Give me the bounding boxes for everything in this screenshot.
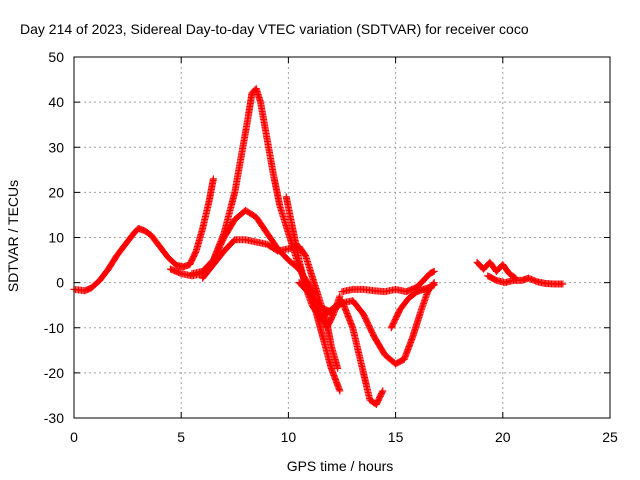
y-tick-label: -30 xyxy=(44,410,64,426)
data-point-marker xyxy=(336,292,344,300)
data-point-marker xyxy=(336,387,344,395)
series-track-10 xyxy=(484,272,567,288)
y-tick-label: -10 xyxy=(44,320,64,336)
y-tick-label: 40 xyxy=(48,94,64,110)
series-track-9 xyxy=(473,258,520,282)
chart-title: Day 214 of 2023, Sidereal Day-to-day VTE… xyxy=(20,21,529,37)
series-track-1 xyxy=(70,175,217,295)
x-tick-label: 15 xyxy=(388,429,404,445)
y-tick-label: -20 xyxy=(44,365,64,381)
data-point-marker xyxy=(209,175,217,183)
x-tick-label: 10 xyxy=(281,429,297,445)
data-point-marker xyxy=(430,281,438,289)
series-track-4 xyxy=(199,236,342,372)
x-axis-label: GPS time / hours xyxy=(287,458,394,474)
x-tick-label: 20 xyxy=(495,429,511,445)
data-point-marker xyxy=(430,267,438,275)
x-tick-label: 25 xyxy=(602,429,618,445)
data-point-marker xyxy=(378,388,386,396)
tick-layer: 0 5 10 15 20 25 -30 -20 -10 0 10 20 30 40 50 xyxy=(44,49,618,445)
y-tick-label: 30 xyxy=(48,139,64,155)
series-track-7 xyxy=(338,267,438,296)
y-tick-label: 50 xyxy=(48,49,64,65)
series-track-6 xyxy=(295,279,438,368)
data-point-marker xyxy=(334,364,342,372)
y-axis-label: SDTVAR / TECUs xyxy=(5,180,21,292)
data-layer xyxy=(70,85,567,408)
y-tick-label: 10 xyxy=(48,230,64,246)
data-point-marker xyxy=(379,387,387,395)
y-tick-label: 20 xyxy=(48,184,64,200)
series-track-8 xyxy=(387,281,438,332)
series-track-2 xyxy=(188,85,344,395)
data-point-marker xyxy=(559,280,567,288)
y-tick-label: 0 xyxy=(56,275,64,291)
x-tick-label: 0 xyxy=(70,429,78,445)
x-tick-label: 5 xyxy=(177,429,185,445)
